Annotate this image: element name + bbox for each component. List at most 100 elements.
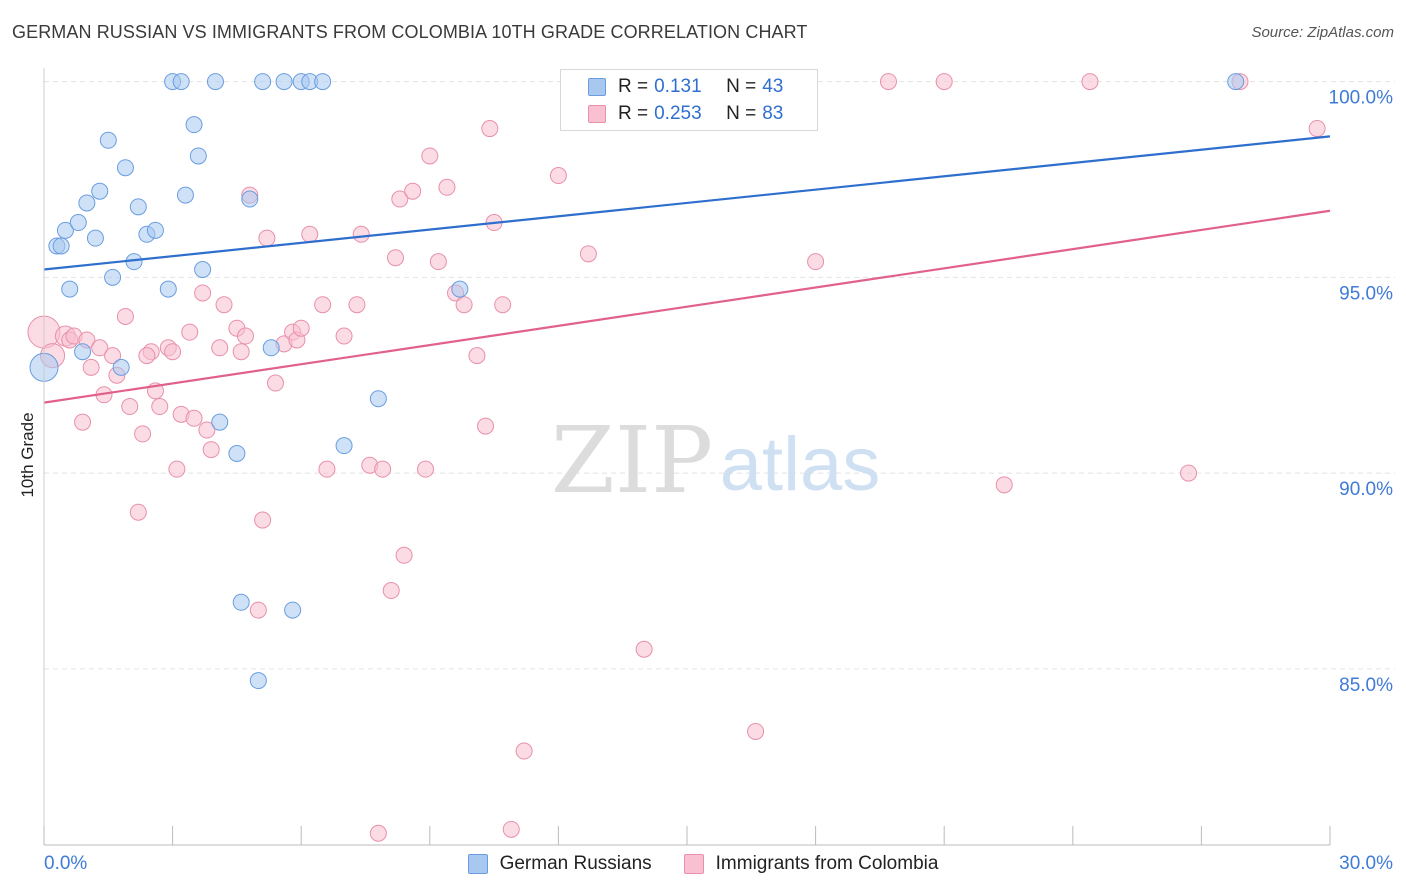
x-tick-label-max: 30.0%: [1339, 853, 1393, 874]
point-colombia: [249, 601, 267, 619]
point-colombia: [121, 398, 139, 416]
point-german-russians: [146, 221, 164, 239]
point-german-russians: [314, 73, 332, 91]
point-german-russians: [232, 593, 250, 611]
point-german-russians: [52, 237, 70, 255]
point-colombia: [549, 167, 567, 185]
legend-item-colombia[interactable]: Immigrants from Colombia: [683, 853, 939, 875]
point-german-russians: [228, 445, 246, 462]
point-colombia: [421, 147, 439, 165]
legend-swatch-german-russians: [467, 854, 488, 874]
n-label: N =: [726, 103, 757, 124]
point-german-russians: [451, 280, 469, 298]
point-colombia: [194, 284, 212, 302]
legend-item-german-russians[interactable]: German Russians: [467, 853, 652, 875]
point-colombia: [138, 347, 156, 365]
point-german-russians: [116, 159, 134, 177]
x-tick-label-min: 0.0%: [44, 853, 87, 874]
point-german-russians: [369, 390, 387, 408]
legend-swatch-colombia: [683, 854, 704, 874]
point-german-russians: [249, 672, 267, 690]
point-colombia: [494, 296, 512, 314]
point-colombia: [747, 722, 765, 740]
series-legend: German Russians Immigrants from Colombia: [0, 852, 1406, 876]
watermark-zip: ZIP: [551, 407, 713, 514]
point-colombia: [502, 820, 520, 838]
point-colombia: [211, 339, 229, 357]
point-german-russians: [254, 73, 272, 91]
point-colombia: [455, 296, 473, 314]
point-colombia: [181, 323, 199, 341]
trend-line-colombia: [43, 209, 1331, 404]
point-german-russians: [159, 280, 177, 298]
point-colombia: [318, 460, 336, 478]
point-colombia: [258, 229, 276, 247]
r-label: R =: [618, 103, 649, 124]
point-colombia: [635, 640, 653, 658]
point-colombia: [1308, 120, 1326, 138]
point-colombia: [266, 374, 284, 392]
point-colombia: [129, 503, 147, 521]
point-german-russians: [129, 198, 147, 216]
point-german-russians: [56, 221, 74, 239]
point-colombia: [301, 225, 319, 243]
watermark-atlas: atlas: [720, 422, 881, 507]
point-colombia: [215, 296, 233, 314]
chart-title: GERMAN RUSSIAN VS IMMIGRANTS FROM COLOMB…: [12, 22, 808, 42]
point-colombia: [1180, 464, 1198, 482]
point-german-russians: [241, 190, 259, 208]
point-german-russians: [194, 260, 212, 278]
point-german-russians: [176, 186, 194, 204]
point-colombia: [1081, 73, 1099, 91]
point-german-russians: [86, 229, 104, 247]
point-colombia: [807, 253, 825, 271]
stats-legend-row-colombia: R = 0.253 N = 83: [588, 102, 783, 126]
point-german-russians: [262, 339, 280, 357]
source-label: Source: ZipAtlas.com: [1251, 24, 1394, 41]
point-colombia: [369, 824, 387, 842]
point-colombia: [134, 425, 152, 443]
point-colombia: [116, 307, 134, 325]
point-colombia: [74, 413, 92, 431]
stats-legend-row-german-russians: R = 0.131 N = 43: [588, 75, 783, 99]
point-colombia: [164, 343, 182, 361]
point-colombia: [995, 476, 1013, 494]
point-german-russians: [99, 131, 117, 149]
legend-label-colombia: Immigrants from Colombia: [715, 853, 939, 874]
point-colombia: [429, 253, 447, 271]
point-colombia: [232, 343, 250, 361]
point-colombia: [335, 327, 353, 345]
legend-label-german-russians: German Russians: [499, 853, 652, 874]
point-colombia: [481, 120, 499, 138]
point-colombia: [202, 441, 220, 459]
point-colombia: [404, 182, 422, 200]
stats-legend: R = 0.131 N = 43 R = 0.253 N = 83: [560, 69, 818, 131]
point-german-russians: [104, 268, 122, 286]
y-tick-label: 100.0%: [1329, 88, 1394, 109]
point-german-russians: [78, 194, 96, 212]
point-colombia: [382, 582, 400, 600]
y-tick-label: 85.0%: [1339, 675, 1393, 696]
legend-swatch-colombia: [588, 105, 606, 123]
r-value-german-russians: 0.131: [654, 76, 702, 97]
point-colombia: [348, 296, 366, 314]
point-colombia: [374, 460, 392, 478]
point-german-russians: [69, 214, 87, 232]
point-german-russians: [74, 343, 92, 361]
point-colombia: [185, 409, 203, 427]
point-colombia: [935, 73, 953, 91]
point-colombia: [352, 225, 370, 243]
point-german-russians: [185, 116, 203, 134]
point-colombia: [387, 249, 405, 267]
y-tick-label: 90.0%: [1339, 479, 1393, 500]
trend-line-german-russians: [43, 135, 1331, 271]
point-german-russians: [91, 182, 109, 200]
point-colombia: [292, 319, 310, 337]
point-german-russians: [112, 358, 130, 376]
point-colombia: [477, 417, 495, 435]
legend-swatch-german-russians: [588, 78, 606, 96]
point-german-russians: [335, 437, 353, 455]
point-colombia: [417, 460, 435, 478]
point-colombia: [879, 73, 897, 91]
